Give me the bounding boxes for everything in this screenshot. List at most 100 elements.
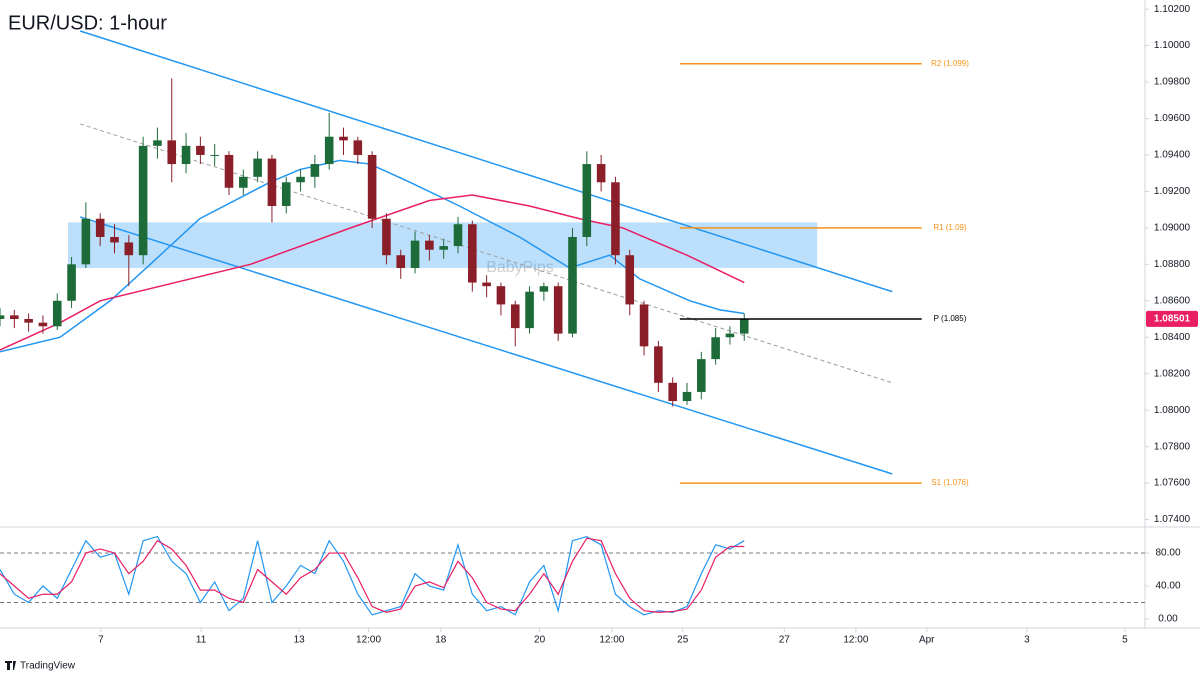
x-tick-label: 27 [779, 635, 791, 646]
y-tick-label: 1.08000 [1154, 405, 1191, 416]
candle-body [181, 145, 191, 165]
candle-body [81, 218, 91, 265]
y-tick-label: 1.07800 [1154, 441, 1191, 452]
y-tick-label: 1.09400 [1154, 150, 1191, 161]
candle-body [339, 136, 348, 141]
candle-body [739, 319, 749, 334]
watermark: BabyPips [486, 259, 554, 276]
candle-body [210, 154, 219, 156]
candle-body [281, 182, 291, 206]
trendline [79, 216, 893, 475]
chart-title: EUR/USD: 1-hour [8, 12, 167, 34]
candle-body [654, 346, 663, 383]
x-tick-label: 12:00 [599, 635, 624, 646]
branding: TradingView [20, 661, 76, 672]
y-tick-label: 1.08400 [1154, 332, 1191, 343]
y-tick-label: 1.09600 [1154, 113, 1191, 124]
last-price-tag [1146, 310, 1198, 327]
x-tick-label: 11 [196, 635, 207, 646]
pivot-label: R1 (1.09) [933, 223, 967, 232]
candle-body [468, 224, 477, 283]
y-tick-label: 1.10000 [1154, 40, 1191, 51]
candle-body [196, 145, 205, 155]
x-tick-label: 13 [294, 635, 306, 646]
candle-body [239, 176, 248, 188]
y-tick-label: 1.08200 [1154, 368, 1191, 379]
candle-body [38, 322, 48, 327]
candle-body [310, 164, 320, 177]
y-tick-label: 1.09200 [1154, 186, 1191, 197]
candle-body [611, 182, 620, 256]
y-tick-label: 40.00 [1155, 581, 1180, 592]
candle-body [153, 140, 162, 146]
y-tick-label: 1.09800 [1154, 77, 1191, 88]
candle-body [525, 291, 534, 329]
y-tick-label: 1.10200 [1154, 4, 1191, 15]
logo [5, 661, 16, 670]
x-tick-label: 25 [677, 635, 689, 646]
y-tick-label: 1.08800 [1154, 259, 1191, 270]
candle-body [596, 164, 606, 183]
candle-body [296, 176, 305, 183]
moving-average [0, 159, 745, 353]
candle-body [67, 264, 76, 301]
candle-body [711, 337, 720, 360]
candle-body [382, 218, 391, 256]
x-tick-label: Apr [919, 635, 935, 646]
candle-body [539, 286, 549, 292]
candle-body [697, 359, 706, 392]
oscillator-line [0, 535, 745, 616]
x-tick-label: 3 [1024, 635, 1030, 646]
candle-body [725, 333, 735, 338]
candle-body [324, 136, 334, 165]
candle-body [167, 140, 177, 165]
candle-body [510, 304, 520, 329]
candle-body [110, 236, 119, 243]
candle-body [24, 319, 33, 323]
y-tick-label: 1.07400 [1154, 514, 1191, 525]
trendline [79, 123, 893, 384]
candle-body [482, 282, 491, 287]
candle-body [10, 315, 19, 320]
zone [67, 222, 818, 268]
last-price-label: 1.08501 [1154, 313, 1191, 324]
candle-body [639, 304, 649, 347]
oscillator-line [0, 537, 745, 613]
pivot-label: R2 (1.099) [931, 59, 969, 68]
candle-body [396, 255, 406, 268]
candle-body [668, 382, 677, 402]
candle-body [496, 286, 506, 305]
candle-body [625, 255, 635, 305]
y-tick-label: 1.07600 [1154, 478, 1191, 489]
candle-body [453, 224, 463, 247]
candle-body [0, 315, 5, 320]
candle-body [568, 236, 577, 334]
y-tick-label: 1.09000 [1154, 223, 1191, 234]
x-tick-label: 18 [435, 635, 447, 646]
y-tick-label: 0.00 [1158, 614, 1178, 625]
candle-body [410, 240, 420, 268]
candle-body [138, 145, 148, 256]
candle-body [95, 218, 105, 237]
moving-average [0, 194, 745, 351]
x-tick-label: 7 [98, 635, 104, 646]
candle-body [553, 286, 563, 334]
candle-body [439, 246, 448, 250]
x-tick-label: 12:00 [356, 635, 381, 646]
candle-body [582, 164, 592, 237]
candle-body [253, 158, 262, 177]
candle-body [267, 158, 277, 206]
candle-body [353, 140, 363, 155]
candle-body [224, 154, 234, 188]
x-tick-label: 20 [534, 635, 546, 646]
pivot-label: S1 (1.076) [931, 478, 969, 487]
candle-body [367, 154, 377, 219]
trendline [79, 30, 893, 293]
y-tick-label: 1.08600 [1154, 295, 1191, 306]
candle-body [425, 240, 434, 250]
y-tick-label: 80.00 [1155, 548, 1180, 559]
candle-body [52, 300, 62, 327]
candle-body [124, 242, 134, 256]
